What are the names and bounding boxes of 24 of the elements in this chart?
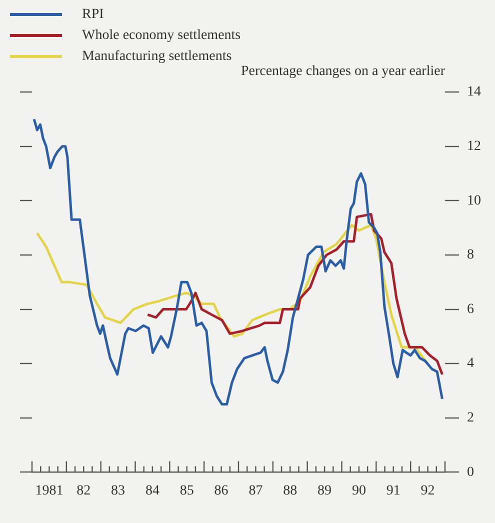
- x-tick-label: 91: [386, 483, 400, 498]
- y-tick-label: 0: [467, 464, 474, 480]
- y-tick-label: 8: [467, 248, 474, 263]
- x-tick-label: 90: [352, 483, 366, 498]
- x-tick-label: 88: [283, 483, 298, 498]
- legend-label: Whole economy settlements: [82, 28, 241, 44]
- x-tick-label: 85: [180, 483, 194, 498]
- y-axis-title: Percentage changes on a year earlier: [240, 64, 445, 80]
- x-tick-label: 84: [145, 483, 160, 498]
- x-tick-label: 1981: [35, 483, 64, 498]
- x-tick-label: 82: [76, 483, 91, 498]
- legend-label: Manufacturing settlements: [82, 48, 232, 64]
- x-tick-label: 87: [248, 483, 263, 498]
- x-tick-label: 92: [420, 483, 435, 498]
- x-tick-label: 83: [111, 483, 126, 498]
- y-tick-label: 12: [467, 138, 481, 154]
- legend-label: RPI: [82, 6, 104, 22]
- x-tick-label: 89: [318, 483, 332, 498]
- y-tick-label: 4: [467, 356, 474, 372]
- y-tick-label: 14: [467, 84, 481, 100]
- y-tick-label: 6: [467, 302, 474, 317]
- x-tick-label: 86: [214, 483, 228, 498]
- y-tick-label: 10: [467, 193, 481, 208]
- y-tick-label: 2: [467, 410, 474, 426]
